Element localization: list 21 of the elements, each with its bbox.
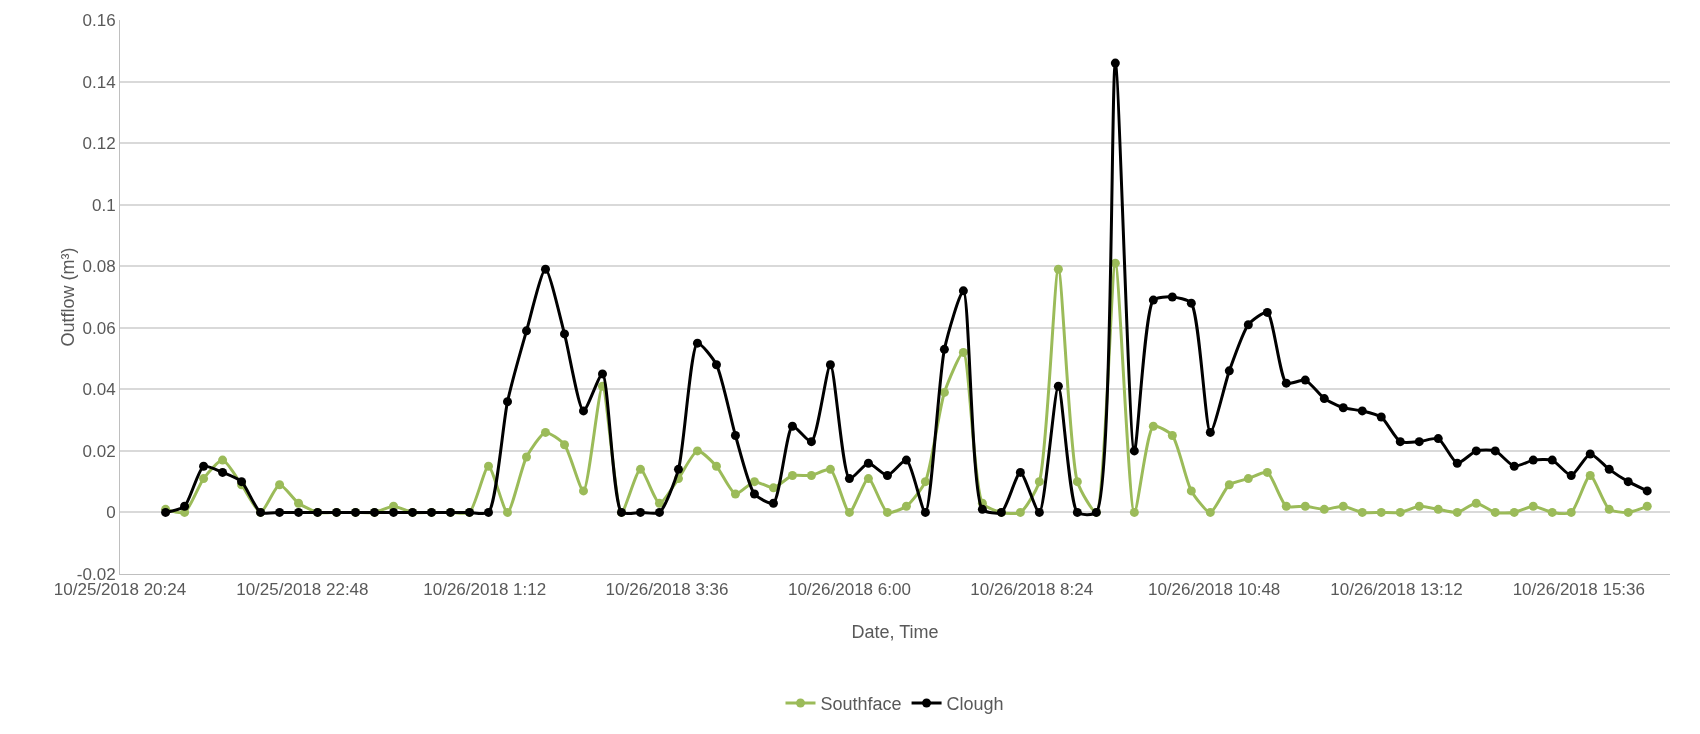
x-tick-label: 10/26/2018 15:36 (1512, 580, 1645, 600)
y-tick-label: 0 (106, 503, 116, 523)
x-tick-label: 10/26/2018 6:00 (787, 580, 911, 600)
y-tick-label: 0.16 (82, 10, 116, 30)
x-tick-label: 10/26/2018 13:12 (1330, 580, 1463, 600)
legend-label: Clough (946, 694, 1004, 715)
y-tick-label: 0.14 (82, 72, 116, 92)
x-axis-title: Date, Time (851, 622, 939, 642)
x-tick-label: 10/25/2018 22:48 (236, 580, 369, 600)
y-tick-label: 0.1 (91, 195, 116, 215)
y-axis-title: Outflow (m³) (58, 247, 78, 347)
x-tick-label: 10/26/2018 1:12 (423, 580, 547, 600)
x-tick-label: 10/26/2018 10:48 (1147, 580, 1281, 600)
x-tick-label: 10/26/2018 3:36 (605, 580, 729, 600)
y-tick-label: 0.04 (82, 380, 116, 400)
y-tick-label: 0.08 (82, 257, 116, 277)
x-tick-label: 10/26/2018 8:24 (970, 580, 1094, 600)
y-tick-label: 0.12 (82, 134, 116, 154)
y-tick-label: 0.02 (82, 441, 116, 461)
legend-label: Southface (820, 694, 902, 715)
y-tick-label: 0.06 (82, 318, 116, 338)
